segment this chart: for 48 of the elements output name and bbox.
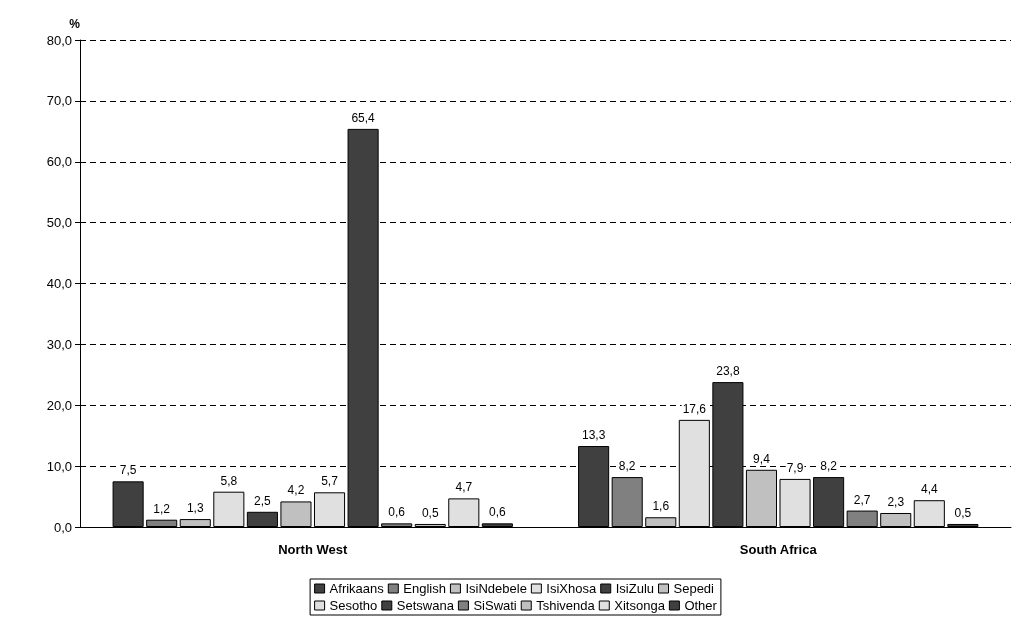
data-label: 0,5 (421, 505, 439, 520)
legend-label: SiSwati (473, 598, 517, 613)
data-label: 1,3 (186, 501, 204, 516)
data-label: 23,8 (716, 364, 740, 379)
data-label: 4,4 (920, 482, 938, 497)
legend-label: Xitsonga (614, 598, 666, 613)
y-tick-label: 50,0 (46, 215, 72, 231)
data-label: 9,4 (753, 451, 771, 466)
y-tick-label: 60,0 (46, 154, 72, 170)
legend-label: Afrikaans (329, 581, 385, 596)
y-tick-label: 70,0 (46, 93, 72, 109)
data-label: 2,7 (853, 492, 871, 507)
legend-label: IsiXhosa (546, 581, 597, 596)
legend-label: English (403, 581, 446, 596)
legend-label: Other (684, 598, 718, 613)
legend-label: Sepedi (673, 581, 715, 596)
data-label: 5,8 (220, 473, 238, 488)
y-tick-label: 0,0 (53, 519, 72, 535)
data-label: 4,7 (455, 480, 473, 495)
data-label: 1,2 (153, 501, 171, 516)
legend-label: IsiNdebele (465, 581, 527, 596)
data-label: 0,5 (954, 505, 972, 520)
data-label: 5,7 (321, 474, 339, 489)
x-tick-label: North West (278, 542, 348, 557)
data-label: 0,6 (388, 505, 406, 520)
y-tick-label: 80,0 (46, 32, 72, 48)
y-tick-label: 30,0 (46, 336, 72, 352)
data-label: 0,6 (489, 505, 507, 520)
legend-label: Tshivenda (536, 598, 596, 613)
data-label: 2,3 (887, 495, 905, 509)
data-label: 7,9 (786, 460, 804, 475)
data-label: 17,6 (682, 401, 707, 416)
y-tick-label: 20,0 (46, 397, 72, 413)
data-label: 2,5 (254, 493, 272, 508)
data-label: 1,6 (652, 499, 670, 514)
data-label: 7,5 (119, 463, 137, 478)
legend-label: Setswana (396, 598, 455, 613)
y-tick-label: 10,0 (46, 458, 72, 474)
data-label: 8,2 (820, 459, 838, 474)
x-tick-label: South Africa (739, 542, 818, 557)
data-label: 13,3 (581, 428, 606, 443)
y-axis-title: % (69, 17, 81, 31)
data-label: 65,4 (351, 110, 376, 125)
y-tick-label: 40,0 (46, 276, 72, 291)
legend-label: IsiZulu (615, 581, 655, 596)
data-label: 4,2 (287, 483, 305, 498)
data-label: 8,2 (618, 459, 636, 474)
legend-label: Sesotho (329, 598, 378, 613)
